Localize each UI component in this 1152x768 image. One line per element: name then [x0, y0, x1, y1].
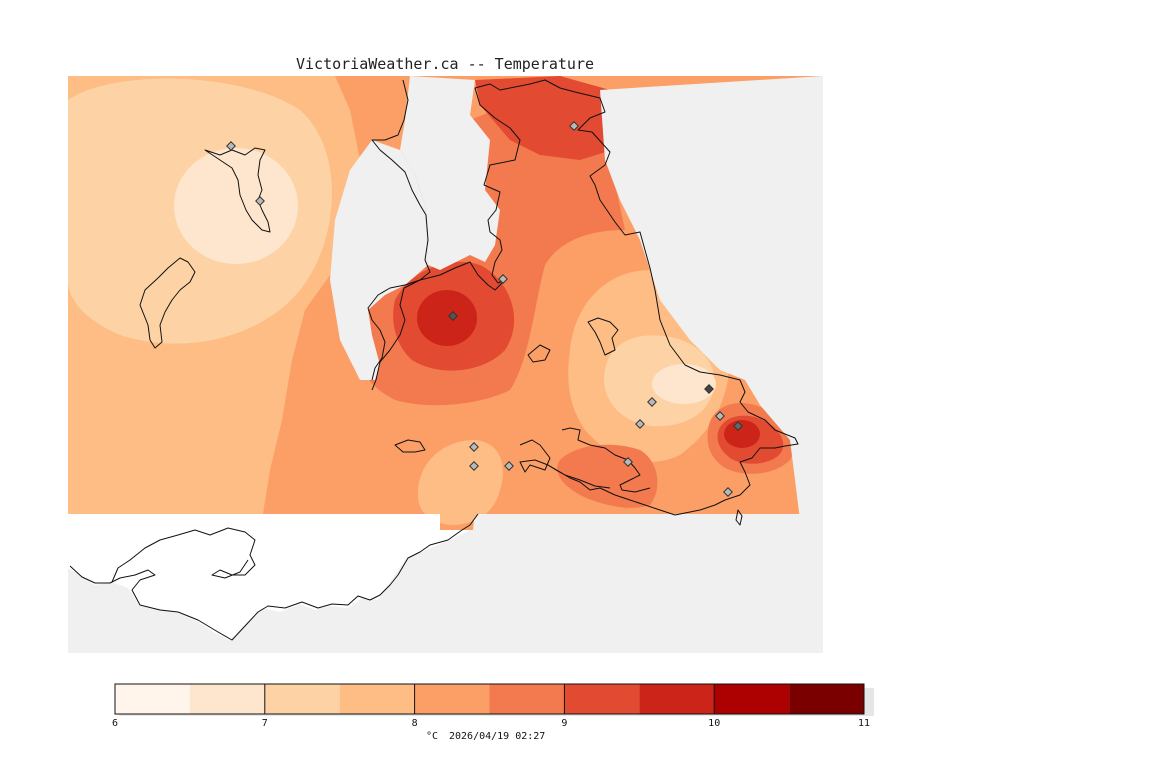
- station-marker[interactable]: [255, 196, 265, 206]
- weather-stations: [226, 121, 743, 497]
- haro-strait-water: [600, 76, 823, 520]
- colorbar-tick-label: 6: [112, 718, 118, 729]
- map-frame: [68, 76, 823, 653]
- contour-band-6-5-west: [174, 148, 298, 264]
- station-marker[interactable]: [623, 457, 633, 467]
- coastline-esquimalt: [547, 464, 611, 489]
- contour-band-9-north: [475, 76, 612, 160]
- temperature-colorbar: 6 7 8 9 10 11: [112, 683, 874, 729]
- unit-label: °C: [426, 731, 438, 742]
- colorbar-bin: [339, 684, 415, 714]
- station-marker[interactable]: [715, 411, 725, 421]
- colorbar-bin: [564, 684, 640, 714]
- land-south-shore: [68, 514, 478, 640]
- water-cutouts: [330, 76, 823, 520]
- coastline-trial-island: [735, 509, 743, 526]
- contour-band-6-5-victoria: [652, 364, 716, 404]
- colorbar-tick-label: 10: [708, 718, 720, 729]
- map-title: VictoriaWeather.ca -- Temperature: [296, 55, 594, 73]
- coastline-saanich-peninsula: [474, 79, 799, 516]
- contour-band-9-5-saanich: [417, 290, 477, 346]
- station-marker[interactable]: [635, 419, 645, 429]
- coastline-sidney-island: [527, 344, 551, 363]
- colorbar-bin: [115, 684, 190, 714]
- coastline-sooke-north: [111, 527, 256, 583]
- coastline-san-juan-2: [139, 257, 196, 349]
- colorbar-bin: [189, 684, 265, 714]
- station-marker[interactable]: [723, 487, 733, 497]
- contour-band-7-5-sooke: [417, 440, 503, 525]
- station-marker[interactable]: [448, 311, 458, 321]
- station-marker[interactable]: [504, 461, 514, 471]
- colorbar-tick-label: 9: [561, 718, 567, 729]
- station-marker[interactable]: [647, 397, 657, 407]
- station-marker[interactable]: [704, 384, 714, 394]
- coastline-race-rocks: [394, 439, 426, 453]
- colorbar-tick-label: 7: [262, 718, 268, 729]
- colorbar-bin: [639, 684, 715, 714]
- contour-band-9-5-oakbay: [724, 420, 760, 448]
- coastline-sooke: [69, 513, 479, 641]
- colorbar-bin: [264, 684, 340, 714]
- colorbar-bin: [489, 684, 565, 714]
- coastline-saanich-west: [371, 87, 521, 391]
- station-marker[interactable]: [733, 421, 743, 431]
- coastline-san-juan-1: [204, 147, 271, 233]
- colorbar-tick-label: 8: [412, 718, 418, 729]
- colorbar-tick-label: 11: [858, 718, 870, 729]
- coastlines: [69, 79, 799, 641]
- timestamp: 2026/04/19 02:27: [449, 731, 545, 742]
- saanich-inlet-water: [330, 140, 428, 380]
- colorbar-bin: [414, 684, 490, 714]
- coastline-james-island: [587, 317, 619, 356]
- station-marker[interactable]: [469, 442, 479, 452]
- colorbar-bin: [714, 684, 790, 714]
- north-passage-water: [400, 76, 500, 270]
- station-marker[interactable]: [226, 141, 236, 151]
- colorbar-bin: [789, 684, 864, 714]
- station-marker[interactable]: [569, 121, 579, 131]
- coastline-saanich-inlet-west: [367, 79, 431, 381]
- station-marker[interactable]: [498, 274, 508, 284]
- station-marker[interactable]: [469, 461, 479, 471]
